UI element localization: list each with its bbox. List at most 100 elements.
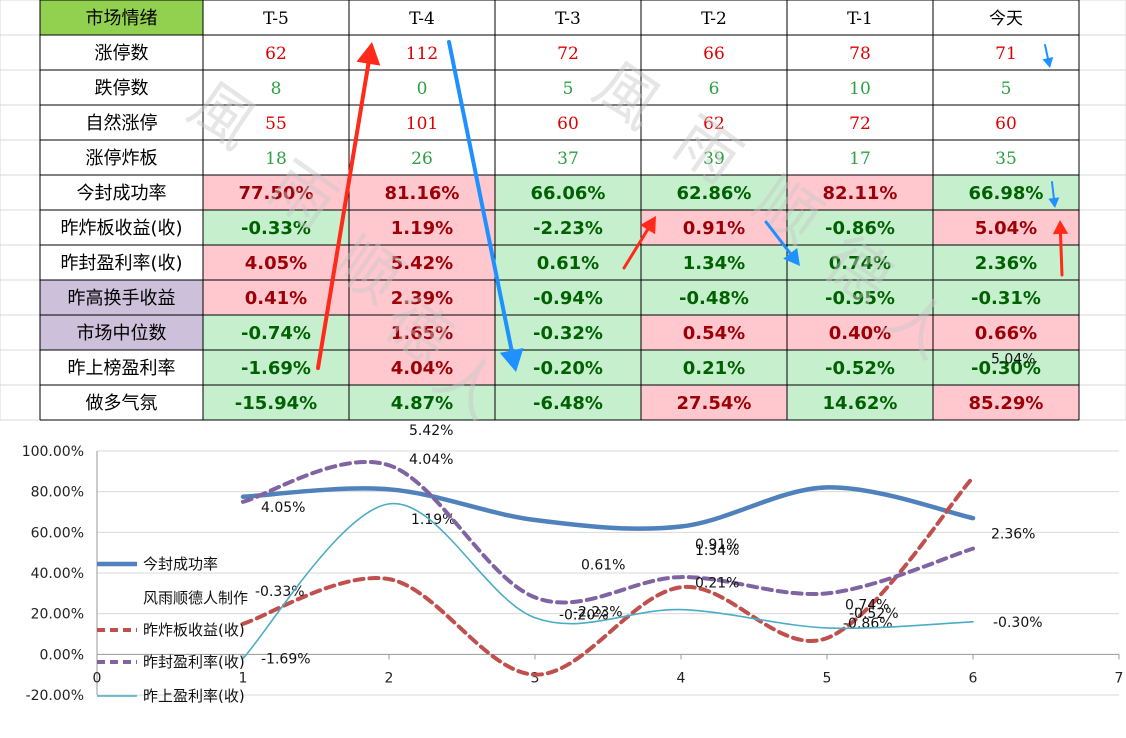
header-cell <box>933 0 1079 35</box>
count-cell: 0 <box>417 79 428 99</box>
row-label-cell <box>40 385 203 420</box>
data-label: -1.69% <box>261 651 311 667</box>
pct-cell-bg <box>349 280 495 315</box>
fall-arrow-head <box>499 348 524 372</box>
data-label: -0.20% <box>559 608 609 624</box>
pct-cell: -0.30% <box>971 358 1041 379</box>
row-label-cell <box>40 175 203 210</box>
pct-cell-bg <box>787 385 933 420</box>
pct-cell-bg <box>495 210 641 245</box>
row-label-cell <box>40 280 203 315</box>
column-header: T-2 <box>701 9 727 29</box>
x-tick-label: 6 <box>969 670 978 686</box>
count-cell: 62 <box>265 44 287 64</box>
y-tick-label: 100.00% <box>22 444 84 460</box>
count-cell: 35 <box>995 149 1017 169</box>
pct-cell-bg <box>933 385 1079 420</box>
pct-cell: -0.31% <box>971 288 1041 309</box>
row-label-cell <box>40 210 203 245</box>
pct-cell-bg <box>203 350 349 385</box>
pct-cell: 0.66% <box>975 323 1037 344</box>
pct-cell: -0.32% <box>533 323 603 344</box>
fall-arrow-shaft <box>447 40 514 353</box>
count-cell: 72 <box>849 114 871 134</box>
column-header: T-4 <box>409 9 435 29</box>
pct-cell-bg <box>203 280 349 315</box>
header-corner-cell <box>40 0 203 35</box>
pct-cell-bg <box>495 280 641 315</box>
pct-cell: 0.21% <box>683 358 745 379</box>
count-cell: 78 <box>849 44 871 64</box>
table-row <box>40 105 1079 140</box>
series-line <box>241 475 975 677</box>
pct-cell: 1.65% <box>391 323 453 344</box>
count-cell: 18 <box>265 149 287 169</box>
table-row <box>40 140 1079 175</box>
pct-cell: -0.86% <box>825 218 895 239</box>
data-label: -2.23% <box>573 605 623 621</box>
rise-arrow-head <box>356 42 381 66</box>
count-cell: 60 <box>557 114 579 134</box>
legend-note: 风雨顺德人制作 <box>143 589 248 607</box>
count-cell: 17 <box>849 149 871 169</box>
pct-cell: -0.74% <box>241 323 311 344</box>
y-tick-label: 60.00% <box>31 525 84 541</box>
header-cell <box>641 0 787 35</box>
legend-label: 昨炸板收益(收) <box>143 621 245 639</box>
table-row <box>40 35 1079 70</box>
pct-cell-bg <box>349 210 495 245</box>
data-label: 2.36% <box>991 527 1035 543</box>
y-tick-label: 0.00% <box>40 647 84 663</box>
data-label: 5.42% <box>409 423 453 439</box>
small-up-arrow-head <box>1052 220 1069 235</box>
row-label: 跌停数 <box>95 78 149 99</box>
x-tick-label: 5 <box>823 670 832 686</box>
pct-cell-bg <box>933 280 1079 315</box>
pct-cell: -0.48% <box>679 288 749 309</box>
pct-cell: 4.05% <box>245 253 307 274</box>
data-label: 0.74% <box>845 597 889 613</box>
y-tick-label: 80.00% <box>31 485 84 501</box>
pct-cell-bg <box>787 315 933 350</box>
pct-cell: 0.61% <box>537 253 599 274</box>
row-label: 做多气氛 <box>86 393 158 414</box>
count-cell: 26 <box>411 149 433 169</box>
count-cell: 66 <box>703 44 725 64</box>
count-cell: 39 <box>703 149 725 169</box>
pct-cell: 85.29% <box>969 393 1044 414</box>
pct-cell: -0.95% <box>825 288 895 309</box>
x-tick-label: 3 <box>531 670 540 686</box>
pct-cell: -0.33% <box>241 218 311 239</box>
pct-cell: 5.04% <box>975 218 1037 239</box>
pct-cell-bg <box>787 350 933 385</box>
legend-label: 昨上盈利率(收) <box>143 687 245 705</box>
pct-cell-bg <box>641 280 787 315</box>
annotation-arrows <box>316 40 1069 372</box>
pct-cell: 1.34% <box>683 253 745 274</box>
dip-arrow-head <box>783 247 800 266</box>
x-tick-label: 7 <box>1115 670 1124 686</box>
pct-cell: 0.91% <box>683 218 745 239</box>
pct-cell-bg <box>641 245 787 280</box>
pct-cell-bg <box>641 385 787 420</box>
column-header: 今天 <box>989 9 1023 29</box>
pct-cell: -0.20% <box>533 358 603 379</box>
count-cell: 5 <box>1001 79 1012 99</box>
pct-cell-bg <box>349 175 495 210</box>
row-label-cell <box>40 350 203 385</box>
data-label: -0.33% <box>255 584 305 600</box>
data-label: 0.61% <box>581 557 625 573</box>
pct-cell-bg <box>787 210 933 245</box>
count-cell: 8 <box>271 79 282 99</box>
row-label: 市场中位数 <box>77 323 167 344</box>
data-label: 1.19% <box>411 512 455 528</box>
count-cell: 60 <box>995 114 1017 134</box>
header-corner-label: 市场情绪 <box>86 8 158 29</box>
legend-label: 今封成功率 <box>143 555 218 573</box>
row-label-cell <box>40 245 203 280</box>
pct-cell-bg <box>641 350 787 385</box>
pct-cell: 0.41% <box>245 288 307 309</box>
count-cell: 112 <box>406 44 438 64</box>
table-row <box>40 70 1079 105</box>
